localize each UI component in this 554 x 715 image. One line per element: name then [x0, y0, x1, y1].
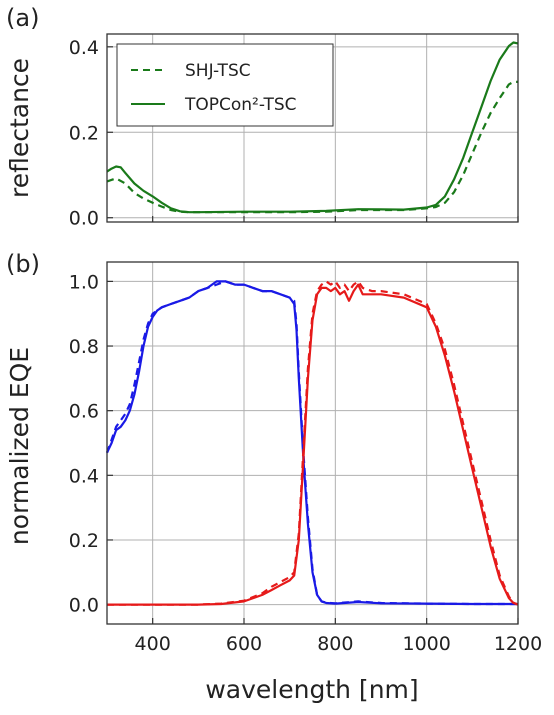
series-lines-b: [105, 280, 519, 606]
x-axis-label: wavelength [nm]: [205, 675, 418, 704]
ticks-b: 400 600 800 1000 1200 0.0 0.2 0.4 0.6 0.8 1.0: [69, 271, 542, 655]
legend-label-topcon: TOPCon²-TSC: [184, 95, 297, 115]
y-tick-label: 0.0: [69, 595, 99, 617]
y-tick-label: 0.4: [69, 465, 99, 487]
y-axis-label-a: reflectance: [5, 58, 34, 198]
series-line-b-1: [105, 280, 518, 606]
plot-frame-a: [106, 33, 519, 223]
y-tick-label: 0.6: [69, 401, 99, 423]
reflectance-panel: (a) reflectance 0.0 0.2 0.4 SHJ-TSC TOPCon…: [5, 4, 519, 230]
y-tick-label: 0.4: [69, 37, 99, 59]
eqe-panel: (b) normalized EQE 400 600 800 1000 1200 0.0 0…: [5, 250, 542, 704]
grid-b: [107, 262, 519, 624]
x-tick-label: 600: [226, 633, 262, 655]
x-tick-label: 400: [135, 633, 171, 655]
y-tick-label: 0.2: [69, 530, 99, 552]
series-lines-a: [106, 41, 519, 214]
x-tick-label: 800: [317, 633, 353, 655]
y-tick-label: 1.0: [69, 271, 99, 293]
series-line-b-2: [107, 283, 519, 606]
x-tick-label: 1000: [402, 633, 450, 655]
legend: SHJ-TSC TOPCon²-TSC: [116, 43, 334, 127]
plot-frame-b: [106, 261, 519, 625]
y-axis-label-b: normalized EQE: [5, 347, 34, 545]
x-tick-label: 1200: [494, 633, 542, 655]
legend-label-shj: SHJ-TSC: [185, 61, 251, 81]
y-tick-label: 0.8: [69, 336, 99, 358]
series-line-b-3: [107, 280, 519, 606]
panel-label-a: (a): [6, 4, 39, 32]
y-tick-label: 0.0: [69, 208, 99, 230]
legend-box: [116, 43, 334, 127]
y-tick-label: 0.2: [69, 122, 99, 144]
series-line-a-1: [106, 41, 519, 214]
panel-label-b: (b): [6, 250, 40, 278]
